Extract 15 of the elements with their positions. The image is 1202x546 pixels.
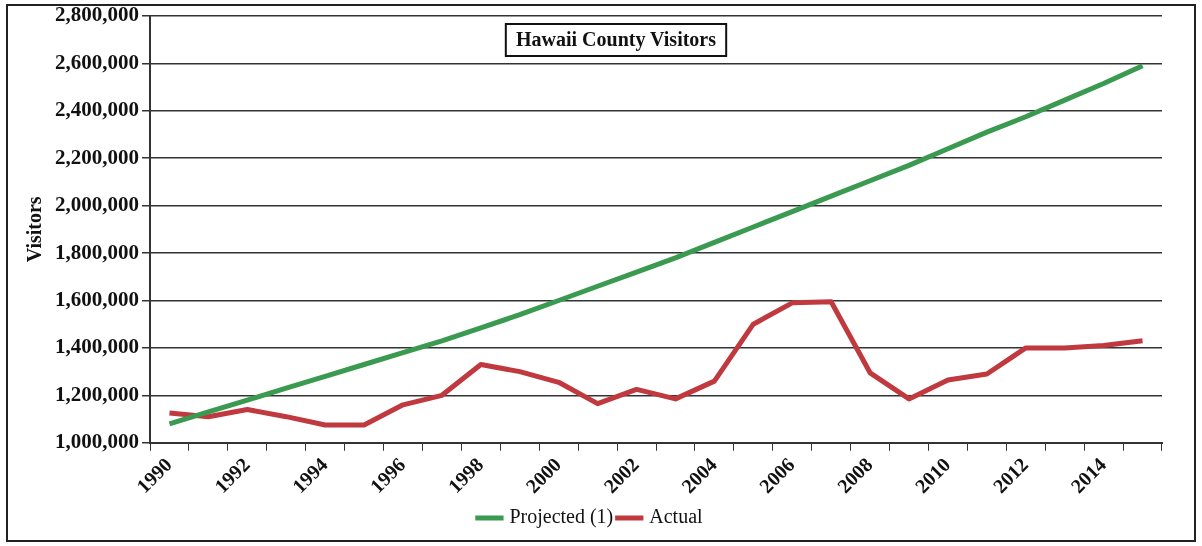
x-tick-label: 1990 xyxy=(132,453,176,497)
text: Hawaii County Visitors xyxy=(515,28,717,52)
y-tick-label: 2,000,000 xyxy=(55,192,139,217)
y-tick-label: 1,400,000 xyxy=(55,334,139,359)
y-tick-label: 2,200,000 xyxy=(55,144,139,169)
legend-label: Actual xyxy=(649,505,704,528)
y-tick-label: 2,400,000 xyxy=(55,97,139,122)
legend-label: Projected (1) xyxy=(509,505,614,529)
y-tick-label: 2,600,000 xyxy=(55,49,139,74)
y-tick-label: 1,200,000 xyxy=(55,381,139,406)
y-tick-label: 1,000,000 xyxy=(55,429,139,454)
y-tick-label: 1,800,000 xyxy=(55,239,139,264)
y-axis-title: Visitors xyxy=(23,196,46,263)
y-tick-label: 2,800,000 xyxy=(55,2,139,27)
y-tick-label: 1,600,000 xyxy=(55,286,139,311)
